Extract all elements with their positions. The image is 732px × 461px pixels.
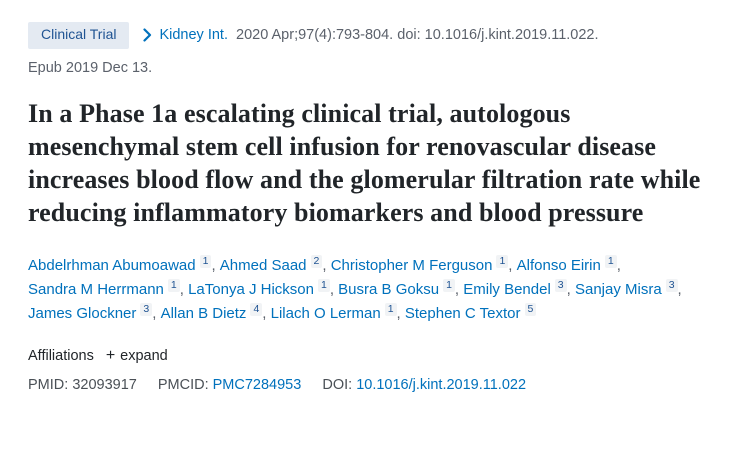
author: Alfonso Eirin 1 bbox=[516, 254, 621, 274]
affiliation-sup[interactable]: 3 bbox=[554, 278, 567, 292]
author-link[interactable]: Busra B Goksu bbox=[338, 280, 440, 298]
affiliation-sup[interactable]: 1 bbox=[317, 278, 330, 292]
citation-text: Kidney Int. 2020 Apr;97(4):793-804. doi:… bbox=[159, 25, 598, 45]
author: Sandra M Herrmann 1 bbox=[28, 278, 188, 298]
citation-details: 2020 Apr;97(4):793-804. bbox=[236, 27, 394, 44]
author-link[interactable]: Ahmed Saad bbox=[219, 256, 307, 274]
affiliation-sup[interactable]: 1 bbox=[167, 278, 180, 292]
affiliation-sup[interactable]: 2 bbox=[310, 254, 323, 268]
author-link[interactable]: Allan B Dietz bbox=[160, 305, 247, 323]
doi-label: DOI: bbox=[322, 376, 353, 393]
plus-icon: + bbox=[105, 346, 116, 364]
pmid-label: PMID: bbox=[28, 376, 69, 393]
expand-affiliations-button[interactable]: + expand bbox=[105, 346, 168, 364]
affiliation-sup[interactable]: 1 bbox=[199, 254, 212, 268]
author-link[interactable]: Lilach O Lerman bbox=[270, 305, 381, 323]
author-link[interactable]: Sanjay Misra bbox=[574, 280, 662, 298]
affiliation-sup[interactable]: 3 bbox=[140, 303, 153, 317]
author: Sanjay Misra 3 bbox=[574, 278, 682, 298]
affiliation-sup[interactable]: 3 bbox=[665, 278, 678, 292]
citation-row: Clinical Trial Kidney Int. 2020 Apr;97(4… bbox=[28, 22, 702, 49]
author-link[interactable]: Christopher M Ferguson bbox=[330, 256, 493, 274]
author: Allan B Dietz 4 bbox=[160, 303, 271, 323]
pmid-item: PMID: 32093917 bbox=[28, 377, 137, 393]
pmcid-item: PMCID: PMC7284953 bbox=[158, 377, 301, 393]
author: Stephen C Textor 5 bbox=[404, 303, 537, 323]
affiliations-row: Affiliations + expand bbox=[28, 346, 702, 364]
affiliation-sup[interactable]: 5 bbox=[524, 303, 537, 317]
affiliation-sup[interactable]: 1 bbox=[443, 278, 455, 292]
pmcid-link[interactable]: PMC7284953 bbox=[212, 376, 302, 393]
author-link[interactable]: Emily Bendel bbox=[463, 280, 551, 298]
author: Abdelrhman Abumoawad 1 bbox=[28, 254, 220, 274]
identifiers-row: PMID: 32093917 PMCID: PMC7284953 DOI: 10… bbox=[28, 377, 702, 393]
pmid-value: 32093917 bbox=[72, 376, 137, 393]
affiliation-sup[interactable]: 1 bbox=[496, 254, 509, 268]
author-link[interactable]: Stephen C Textor bbox=[404, 305, 521, 323]
chevron-right-icon bbox=[143, 28, 152, 42]
article-header-page: Clinical Trial Kidney Int. 2020 Apr;97(4… bbox=[28, 22, 702, 393]
author: Emily Bendel 3 bbox=[463, 278, 575, 298]
author-link[interactable]: Alfonso Eirin bbox=[516, 256, 601, 274]
author: Busra B Goksu 1 bbox=[338, 278, 463, 298]
author: Christopher M Ferguson 1 bbox=[330, 254, 517, 274]
publication-type-badge[interactable]: Clinical Trial bbox=[28, 22, 130, 49]
affiliation-sup[interactable]: 4 bbox=[250, 303, 263, 317]
affiliation-sup[interactable]: 1 bbox=[604, 254, 617, 268]
author-link[interactable]: LaTonya J Hickson bbox=[188, 280, 314, 298]
epub-date: Epub 2019 Dec 13. bbox=[28, 59, 153, 76]
article-title: In a Phase 1a escalating clinical trial,… bbox=[28, 98, 701, 228]
author-link[interactable]: Sandra M Herrmann bbox=[28, 280, 164, 298]
author: Lilach O Lerman 1 bbox=[270, 303, 405, 323]
author: LaTonya J Hickson 1 bbox=[188, 278, 338, 298]
author-link[interactable]: Abdelrhman Abumoawad bbox=[28, 256, 196, 274]
author: Ahmed Saad 2 bbox=[219, 254, 331, 274]
author: James Glockner 3 bbox=[28, 303, 161, 323]
citation-doi: doi: 10.1016/j.kint.2019.11.022. bbox=[397, 27, 599, 44]
affiliations-label: Affiliations bbox=[28, 347, 94, 364]
pmcid-label: PMCID: bbox=[157, 376, 209, 393]
expand-label: expand bbox=[120, 347, 168, 364]
author-link[interactable]: James Glockner bbox=[28, 305, 137, 323]
affiliation-sup[interactable]: 1 bbox=[384, 303, 397, 317]
journal-link[interactable]: Kidney Int. bbox=[159, 27, 228, 44]
doi-link[interactable]: 10.1016/j.kint.2019.11.022 bbox=[356, 376, 527, 393]
doi-item: DOI: 10.1016/j.kint.2019.11.022 bbox=[322, 377, 526, 393]
